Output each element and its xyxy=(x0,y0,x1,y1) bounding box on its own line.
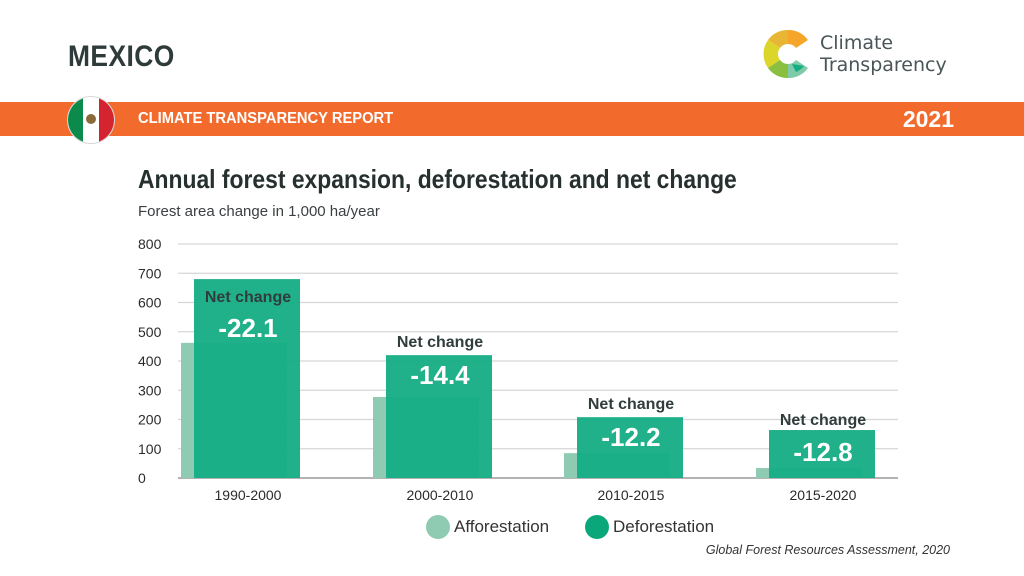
x-category-label: 2010-2015 xyxy=(598,487,665,503)
legend-item-deforestation: Deforestation xyxy=(585,515,714,539)
logo-text-line1: Climate xyxy=(820,32,894,54)
deforestation-swatch-icon xyxy=(585,515,609,539)
deforestation-bar xyxy=(769,430,875,478)
deforestation-bar xyxy=(577,417,683,478)
mexico-flag-icon xyxy=(67,96,115,144)
legend-label: Afforestation xyxy=(454,517,550,536)
net-change-label: Net change xyxy=(397,334,483,351)
y-tick-label: 200 xyxy=(138,412,162,428)
deforestation-bar xyxy=(386,355,492,478)
logo-wheel-icon xyxy=(763,29,808,79)
country-name: MEXICO xyxy=(68,40,175,73)
y-tick-label: 600 xyxy=(138,295,162,311)
report-band: CLIMATE TRANSPARENCY REPORT 2021 xyxy=(0,102,1024,136)
report-year: 2021 xyxy=(902,106,954,132)
net-change-value: -12.8 xyxy=(793,437,852,467)
chart-subtitle: Forest area change in 1,000 ha/year xyxy=(138,203,380,220)
legend-item-afforestation: Afforestation xyxy=(426,515,549,539)
legend-label: Deforestation xyxy=(613,517,715,536)
report-title: CLIMATE TRANSPARENCY REPORT xyxy=(138,110,394,127)
x-category-label: 2015-2020 xyxy=(790,487,857,503)
y-tick-label: 700 xyxy=(138,265,162,281)
source-note: Global Forest Resources Assessment, 2020 xyxy=(705,543,950,557)
y-tick-label: 800 xyxy=(138,236,162,252)
y-tick-label: 0 xyxy=(138,470,146,486)
net-change-value: -22.1 xyxy=(218,313,277,343)
logo-text-line2: Transparency xyxy=(820,54,947,76)
net-change-value: -12.2 xyxy=(601,422,660,452)
y-tick-label: 300 xyxy=(138,382,162,398)
x-category-label: 1990-2000 xyxy=(215,487,282,503)
deforestation-bar xyxy=(194,279,300,478)
y-tick-label: 400 xyxy=(138,353,162,369)
chart-title: Annual forest expansion, deforestation a… xyxy=(138,164,737,194)
y-tick-label: 100 xyxy=(138,441,162,457)
y-tick-label: 500 xyxy=(138,324,162,340)
net-change-label: Net change xyxy=(780,412,866,429)
afforestation-swatch-icon xyxy=(426,515,450,539)
x-category-label: 2000-2010 xyxy=(407,487,474,503)
climate-transparency-logo: Climate Transparency xyxy=(760,26,960,82)
net-change-value: -14.4 xyxy=(410,360,470,390)
net-change-label: Net change xyxy=(588,396,674,413)
net-change-label: Net change xyxy=(205,289,291,306)
